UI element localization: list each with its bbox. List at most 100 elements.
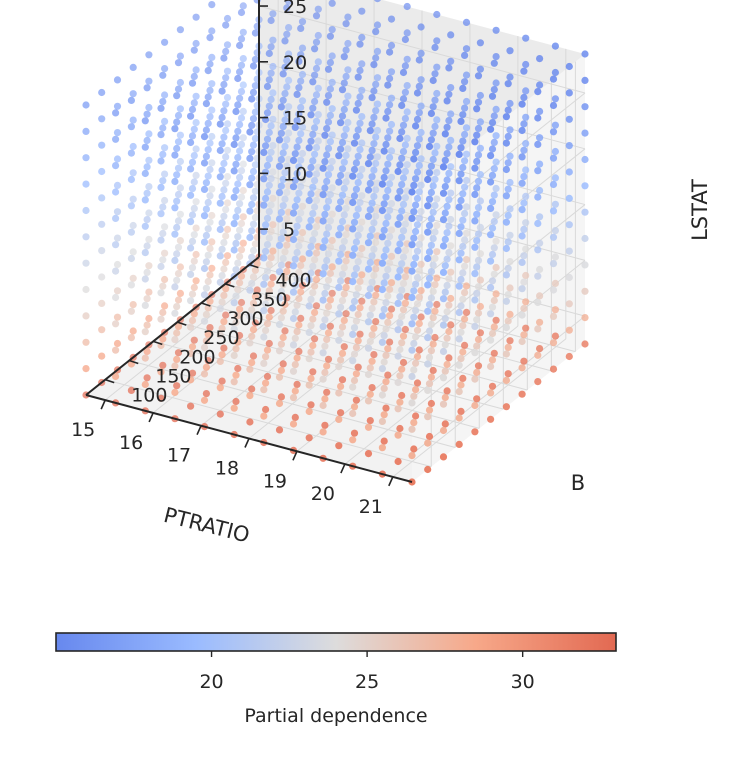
scatter-point [246, 181, 254, 189]
scatter-point [161, 302, 169, 310]
scatter-point [443, 150, 451, 158]
scatter-point [399, 227, 408, 235]
scatter-point [206, 244, 214, 253]
scatter-point [161, 65, 169, 73]
scatter-point [157, 315, 165, 323]
scatter-point [328, 157, 336, 166]
scatter-point [386, 101, 394, 109]
scatter-point [337, 277, 345, 285]
scatter-point [218, 324, 226, 332]
scatter-point [192, 66, 200, 74]
scatter-point [297, 314, 305, 322]
scatter-point [342, 283, 350, 291]
scatter-point [492, 184, 500, 193]
scatter-point [249, 352, 258, 360]
scatter-point [188, 211, 197, 219]
scatter-point [340, 158, 348, 166]
scatter-point [387, 200, 396, 208]
scatter-point [267, 16, 275, 25]
scatter-point [476, 197, 484, 205]
scatter-point [384, 213, 392, 221]
scatter-point [326, 243, 334, 251]
scatter-point [206, 192, 214, 200]
scatter-point [445, 117, 453, 125]
scatter-point [82, 338, 90, 346]
y-tick-mark [153, 340, 163, 346]
scatter-point [412, 227, 420, 236]
scatter-point [187, 244, 195, 252]
scatter-point [277, 156, 285, 164]
scatter-point [220, 133, 228, 141]
scatter-point [368, 357, 376, 365]
scatter-point [380, 173, 388, 182]
scatter-point [518, 285, 526, 293]
scatter-point [312, 223, 321, 231]
scatter-point [82, 154, 90, 162]
scatter-point [506, 337, 514, 345]
scatter-point [447, 294, 455, 303]
scatter-point [370, 192, 378, 201]
scatter-point [192, 145, 200, 153]
scatter-point [220, 212, 228, 220]
scatter-point [342, 257, 350, 265]
scatter-point [471, 322, 479, 330]
scatter-point [439, 189, 448, 197]
scatter-point [337, 303, 345, 311]
scatter-point [429, 103, 437, 111]
scatter-point [520, 304, 528, 313]
scatter-point [218, 219, 226, 227]
scatter-point [291, 387, 299, 395]
scatter-point [581, 103, 589, 111]
scatter-point [143, 347, 151, 356]
scatter-point [408, 214, 416, 222]
scatter-point [433, 169, 441, 177]
scatter-point [263, 135, 272, 143]
scatter-point [399, 253, 408, 261]
scatter-point [277, 208, 285, 216]
scatter-point [275, 215, 284, 223]
scatter-point [129, 327, 137, 335]
scatter-point [386, 180, 394, 188]
scatter-point [326, 296, 334, 304]
scatter-point [350, 324, 359, 332]
scatter-point [459, 295, 467, 303]
scatter-point [490, 323, 498, 331]
scatter-point [382, 246, 390, 254]
scatter-point [581, 287, 589, 295]
scatter-point [176, 210, 184, 218]
scatter-point [425, 221, 434, 230]
scatter-point [518, 258, 526, 266]
scatter-point [401, 299, 409, 307]
scatter-point [487, 204, 495, 212]
scatter-point [265, 260, 273, 268]
scatter-point [297, 262, 305, 270]
scatter-point [98, 326, 106, 334]
scatter-point [380, 252, 388, 261]
scatter-point [344, 92, 352, 100]
scatter-point [249, 167, 258, 176]
scatter-point [234, 127, 242, 135]
scatter-point [161, 170, 169, 178]
scatter-point [549, 207, 558, 215]
scatter-point [237, 8, 246, 17]
scatter-point [487, 336, 495, 344]
scatter-point [349, 383, 357, 391]
scatter-point [380, 411, 388, 419]
scatter-point [462, 124, 471, 132]
scatter-point [328, 0, 336, 7]
scatter-point [370, 351, 378, 359]
scatter-point [462, 45, 471, 53]
scatter-point [372, 159, 380, 168]
scatter-point [338, 112, 347, 120]
scatter-point [291, 334, 299, 342]
scatter-point [298, 202, 307, 210]
scatter-point [403, 29, 411, 37]
scatter-point [417, 260, 425, 268]
scatter-point [427, 215, 435, 223]
scatter-point [337, 250, 345, 259]
scatter-point [188, 105, 197, 114]
scatter-point [427, 294, 435, 302]
scatter-point [305, 355, 313, 363]
scatter-point [220, 80, 228, 89]
